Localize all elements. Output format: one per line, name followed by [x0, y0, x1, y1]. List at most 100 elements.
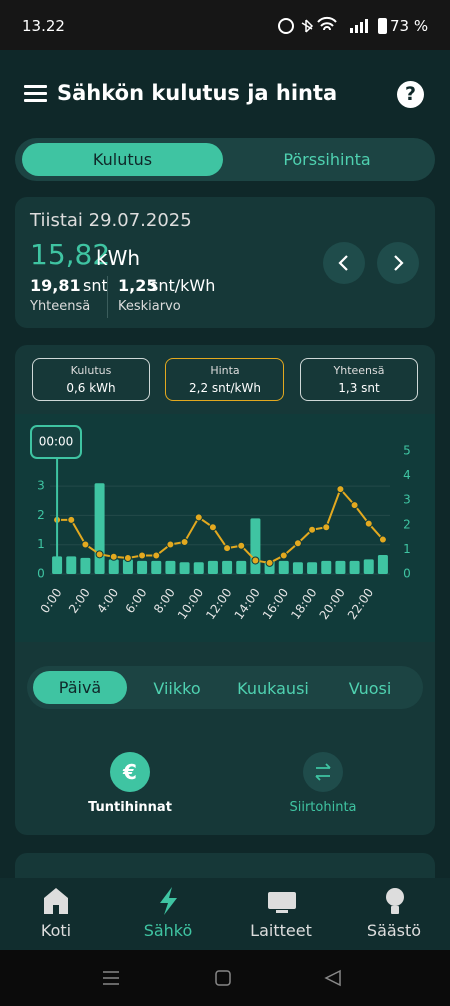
price-line — [57, 487, 384, 564]
bar — [122, 559, 133, 574]
price-point — [237, 541, 246, 550]
y2-tick-label: 0 — [403, 567, 411, 581]
price-point — [293, 539, 302, 548]
y2-tick-label: 3 — [403, 493, 411, 507]
x-tick-label: 14:00 — [232, 586, 263, 622]
next-button[interactable] — [377, 242, 419, 284]
readout-label: Hinta — [210, 364, 240, 377]
period[interactable]: Viikko — [153, 679, 201, 698]
y2-tick-label: 1 — [403, 542, 411, 556]
bar — [307, 562, 318, 574]
readout-box[interactable] — [32, 358, 150, 401]
x-tick-label: 10:00 — [175, 586, 206, 622]
readout-label: Yhteensä — [333, 364, 385, 377]
price-point — [81, 540, 90, 549]
total-unit: snt — [83, 276, 108, 295]
bottom-nav — [0, 878, 450, 950]
price-point — [308, 525, 317, 534]
price-point — [123, 554, 132, 563]
bar — [363, 559, 374, 574]
x-tick-label: 20:00 — [317, 586, 348, 622]
bar — [292, 562, 303, 574]
bar — [137, 560, 148, 574]
bar — [278, 560, 289, 574]
x-tick-label: 22:00 — [345, 586, 376, 622]
price-point — [152, 551, 161, 560]
y-tick-label: 0 — [37, 567, 45, 581]
home-icon[interactable] — [44, 888, 68, 914]
button-label[interactable]: Tuntihinnat — [88, 800, 172, 815]
price-point — [364, 519, 373, 528]
bar — [94, 483, 105, 574]
total-label: Yhteensä — [30, 299, 91, 314]
bar — [108, 559, 119, 574]
x-tick-label: 12:00 — [203, 586, 234, 622]
readout-box[interactable] — [165, 358, 284, 401]
readout-label: Kulutus — [70, 364, 112, 377]
help-button[interactable]: ? — [397, 81, 424, 108]
bar — [207, 560, 218, 574]
bar — [193, 562, 204, 574]
status-time: 13.22 — [22, 17, 65, 35]
system-buttons — [103, 969, 341, 987]
period[interactable]: Vuosi — [348, 679, 392, 698]
prev-button[interactable] — [323, 242, 365, 284]
y-tick-label: 3 — [37, 479, 45, 493]
average-unit: snt/kWh — [150, 276, 216, 295]
page-title: Sähkön kulutus ja hinta — [57, 81, 338, 105]
price-point — [138, 551, 147, 560]
price-point — [208, 523, 217, 532]
average-label: Keskiarvo — [118, 299, 181, 314]
bar — [179, 562, 190, 574]
price-point — [95, 550, 104, 559]
nav-label-active[interactable]: Sähkö — [143, 921, 193, 940]
price-point — [67, 515, 76, 524]
y2-tick-label: 2 — [403, 517, 411, 531]
price-point — [223, 544, 232, 553]
tooltip-box — [30, 425, 82, 459]
nav-label[interactable]: Säästö — [366, 921, 422, 940]
x-tick-label: 16:00 — [260, 586, 291, 622]
bulb-icon[interactable] — [386, 888, 404, 906]
price-point — [166, 540, 175, 549]
nav-label[interactable]: Koti — [40, 921, 72, 940]
bar — [335, 560, 346, 574]
readout-box[interactable] — [300, 358, 418, 401]
euro-icon[interactable]: € — [110, 752, 150, 792]
bar — [222, 560, 233, 574]
bar — [66, 556, 77, 574]
price-point — [251, 556, 260, 565]
nav-label[interactable]: Laitteet — [250, 921, 312, 940]
period-active[interactable]: Päivä — [33, 671, 127, 704]
price-point — [322, 523, 331, 532]
battery-level: 73 % — [390, 17, 429, 35]
battery-icon — [378, 18, 387, 34]
x-tick-label: 4:00 — [94, 586, 121, 616]
energy-unit: kWh — [96, 246, 141, 270]
x-tick-label: 18:00 — [288, 586, 319, 622]
bar — [250, 518, 261, 574]
nav-icons — [44, 887, 404, 915]
device-icon[interactable] — [268, 892, 296, 909]
tab[interactable]: Pörssihinta — [283, 150, 371, 169]
transfer-icon[interactable] — [303, 752, 343, 792]
x-tick-label: 6:00 — [123, 586, 150, 616]
date: Tiistai 29.07.2025 — [30, 210, 192, 231]
period[interactable]: Kuukausi — [237, 679, 309, 698]
x-tick-label: 0:00 — [38, 586, 65, 616]
bar — [321, 560, 332, 574]
tooltip-label: 00:00 — [39, 435, 74, 449]
y2-tick-label: 5 — [403, 444, 411, 458]
tab-active[interactable]: Kulutus — [22, 143, 223, 176]
menu-icon[interactable] — [24, 84, 48, 104]
y-tick-label: 1 — [37, 537, 45, 551]
button-label[interactable]: Siirtohinta — [289, 800, 357, 815]
status-icons — [278, 16, 368, 34]
x-tick-label: 8:00 — [151, 586, 178, 616]
y2-tick-label: 4 — [403, 468, 411, 482]
day-nav — [323, 242, 419, 284]
price-point — [279, 551, 288, 560]
bolt-icon[interactable] — [160, 887, 177, 915]
divider — [107, 276, 108, 318]
